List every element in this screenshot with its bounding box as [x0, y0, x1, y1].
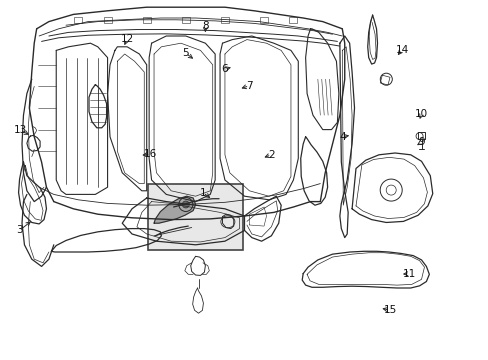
Ellipse shape [182, 201, 189, 208]
Bar [380, 75, 389, 85]
Text: 15: 15 [383, 305, 396, 315]
Text: 6: 6 [221, 64, 228, 74]
Bar [142, 17, 150, 23]
Bar [182, 17, 189, 23]
Bar [103, 17, 111, 23]
Text: 3: 3 [16, 225, 23, 235]
Text: 10: 10 [414, 109, 427, 120]
Text: 1: 1 [199, 188, 206, 198]
Bar [260, 17, 267, 23]
Text: 5: 5 [182, 48, 189, 58]
Bar [74, 17, 82, 23]
Bar [147, 184, 243, 250]
Text: 8: 8 [202, 21, 208, 31]
Text: 4: 4 [338, 132, 345, 142]
Text: 12: 12 [120, 34, 134, 44]
Bar [221, 17, 228, 23]
Text: 13: 13 [14, 125, 27, 135]
Text: 14: 14 [394, 45, 408, 55]
Text: 11: 11 [402, 269, 416, 279]
Polygon shape [154, 196, 195, 223]
Ellipse shape [179, 198, 192, 211]
Text: 16: 16 [143, 149, 157, 159]
Text: 9: 9 [417, 137, 424, 147]
Text: 2: 2 [267, 150, 274, 160]
Bar [289, 17, 297, 23]
Text: 7: 7 [245, 81, 252, 91]
